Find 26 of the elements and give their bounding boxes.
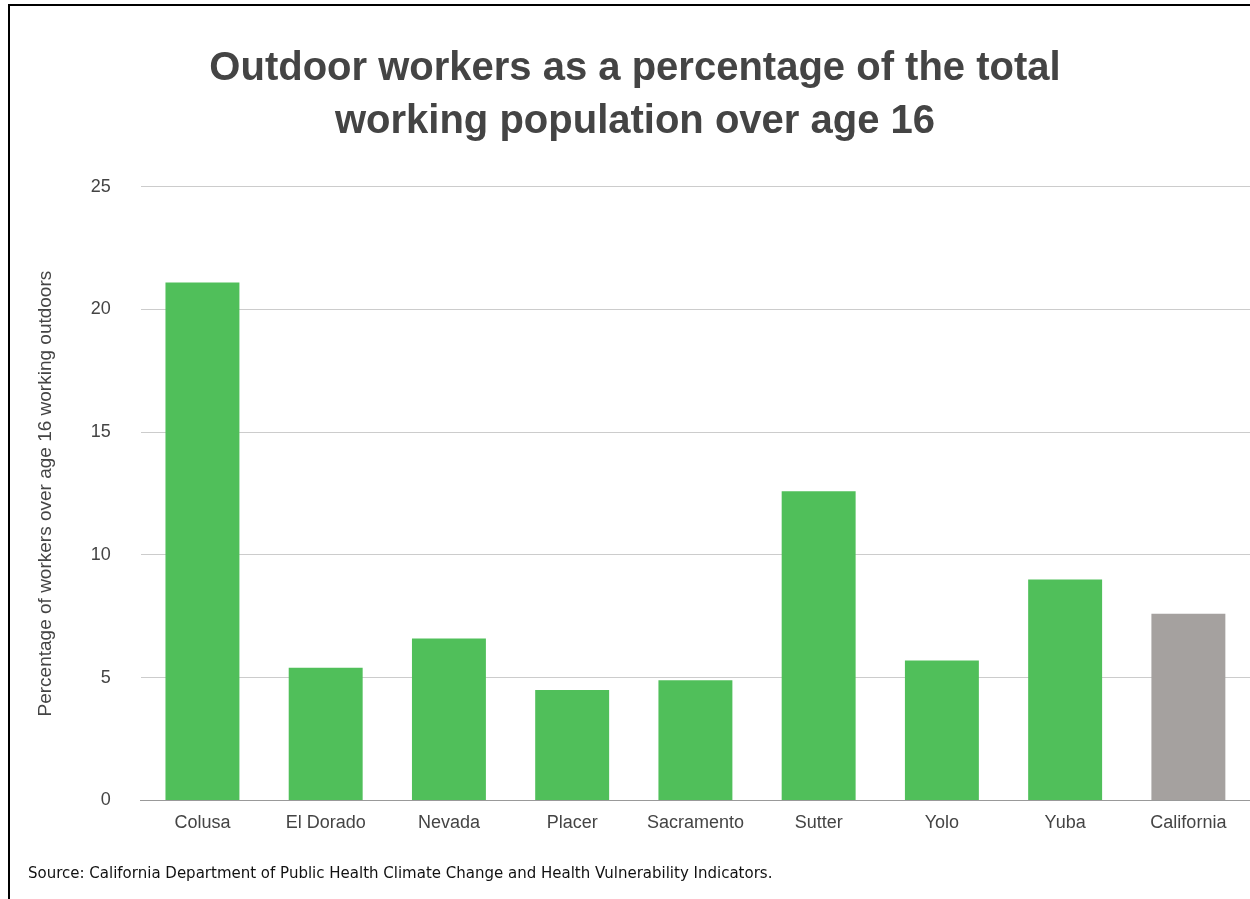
x-tick-label: Placer bbox=[546, 812, 598, 833]
x-tick-label: Yolo bbox=[924, 812, 960, 833]
x-tick-label: Nevada bbox=[417, 812, 481, 833]
x-tick-label: El Dorado bbox=[285, 812, 366, 833]
bar bbox=[288, 667, 363, 800]
x-tick-label: California bbox=[1150, 812, 1228, 833]
x-tick-label: Sutter bbox=[794, 812, 843, 833]
chart-title: Outdoor workers as a percentage of the total working population over age 16 bbox=[208, 43, 1062, 143]
bar bbox=[411, 638, 486, 800]
source-note: Source: California Department of Public Health Climate Change and Health Vulnerability Indicators. bbox=[28, 864, 773, 882]
bar bbox=[904, 660, 979, 800]
y-tick-label: 10 bbox=[90, 543, 111, 564]
bar bbox=[658, 680, 733, 800]
y-tick-label: 20 bbox=[90, 298, 111, 319]
x-tick-label: Yuba bbox=[1044, 812, 1087, 833]
x-tick-label: Colusa bbox=[174, 812, 232, 833]
y-tick-label: 0 bbox=[100, 789, 111, 810]
bar bbox=[1028, 579, 1103, 800]
y-tick-label: 25 bbox=[90, 175, 111, 196]
bar bbox=[535, 689, 610, 800]
bar bbox=[165, 282, 240, 800]
y-tick-label: 15 bbox=[90, 421, 111, 442]
y-tick-label: 5 bbox=[100, 666, 111, 687]
bar bbox=[781, 491, 856, 800]
x-tick-label: Sacramento bbox=[646, 812, 744, 833]
y-axis-title: Percentage of workers over age 16 working outdoors bbox=[33, 270, 55, 717]
